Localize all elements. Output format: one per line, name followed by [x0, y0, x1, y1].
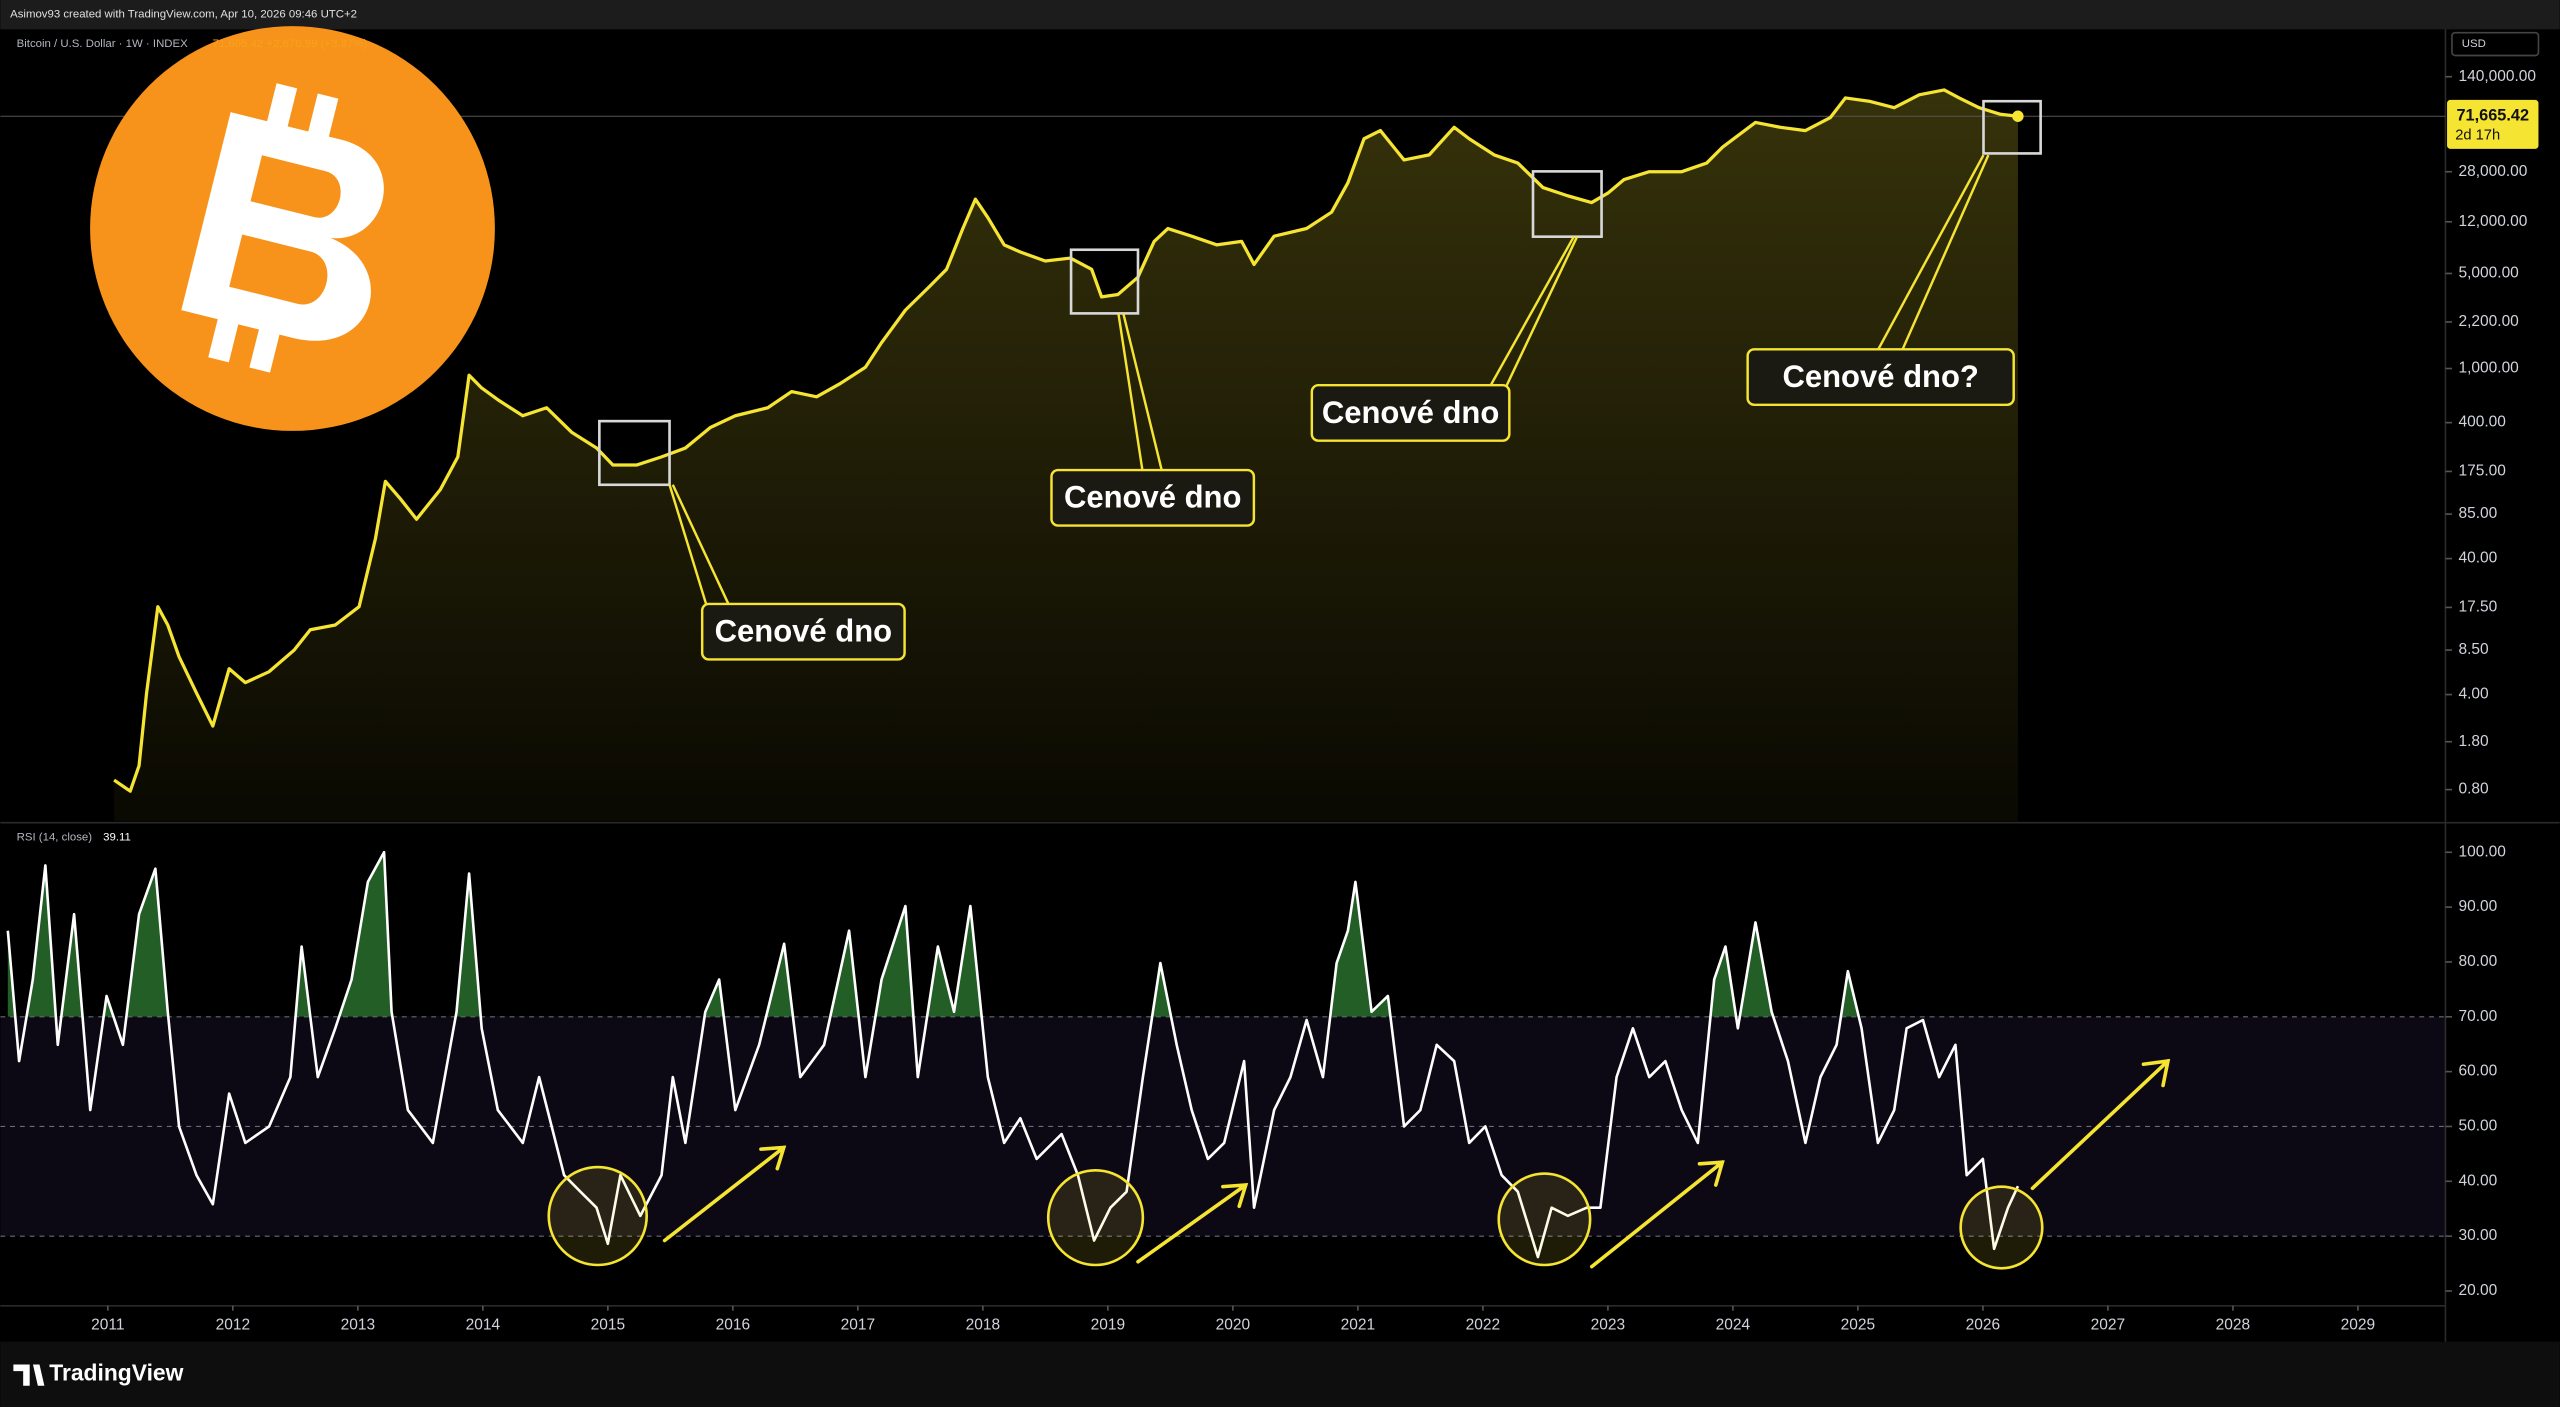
x-tick-label: 2016 [716, 1316, 750, 1333]
y-tick-label: 70.00 [2458, 1008, 2497, 1025]
x-tick-label: 2011 [91, 1316, 124, 1333]
y-tick-label: 8.50 [2458, 641, 2489, 658]
annotation-box [700, 602, 906, 661]
x-tick-label: 2015 [591, 1316, 625, 1333]
x-tick-label: 2026 [1966, 1316, 2000, 1333]
x-tick-label: 2012 [216, 1316, 250, 1333]
y-tick-label: 40.00 [2458, 1172, 2497, 1189]
y-tick-label: 5,000.00 [2458, 265, 2519, 282]
annotation: Cenové dno [715, 614, 892, 649]
annotation-box [1310, 383, 1511, 442]
countdown: 2d 17h [2455, 128, 2500, 144]
y-tick-label: 40.00 [2458, 550, 2497, 567]
x-tick-label: 2023 [1591, 1316, 1625, 1333]
symbol: Bitcoin / U.S. Dollar · 1W · INDEX [17, 38, 189, 50]
quote: 71,665.42 +2,670.99 (+3.87%) [213, 38, 368, 50]
x-tick-label: 2021 [1341, 1316, 1375, 1333]
y-tick-label: 50.00 [2458, 1118, 2497, 1135]
annotation: Cenové dno [1064, 480, 1241, 515]
price-line [113, 88, 2019, 793]
annotation: Cenové dno? [1782, 359, 1978, 394]
x-tick-label: 2018 [966, 1316, 1000, 1333]
x-tick-label: 2022 [1466, 1316, 1500, 1333]
y-tick-label: 100.00 [2458, 843, 2506, 860]
y-tick-label: 28,000.00 [2458, 163, 2527, 180]
y-tick-label: 90.00 [2458, 898, 2497, 915]
brand: TradingView [49, 1359, 183, 1385]
x-tick-label: 2020 [1216, 1316, 1251, 1333]
x-tick-label: 2013 [341, 1316, 375, 1333]
price-area [114, 89, 2018, 822]
last-price-dot [2012, 110, 2024, 122]
y-tick-label: 17.50 [2458, 599, 2497, 616]
annotation-box [1050, 468, 1256, 527]
bitcoin-glyph [181, 83, 384, 373]
x-tick-label: 2028 [2216, 1316, 2250, 1333]
credit: Asimov93 created with TradingView.com, A… [10, 9, 357, 21]
y-tick-label: 30.00 [2458, 1227, 2497, 1244]
x-tick-label: 2024 [1716, 1316, 1751, 1333]
x-tick-label: 2014 [466, 1316, 501, 1333]
bottom-bar [0, 1341, 2560, 1407]
currency-box [2451, 31, 2540, 57]
currency: USD [2462, 38, 2486, 50]
rsi-label: RSI (14, close) [17, 831, 93, 843]
y-tick-label: 140,000.00 [2458, 68, 2536, 85]
top-bar [0, 0, 2560, 30]
rsi-value: 39.11 [103, 831, 131, 843]
y-tick-label: 85.00 [2458, 505, 2497, 522]
y-tick-label: 1,000.00 [2458, 360, 2519, 377]
rsi-line [6, 850, 2020, 1259]
annotations [90, 26, 2171, 1270]
y-tick-label: 1.80 [2458, 733, 2489, 750]
y-tick-label: 60.00 [2458, 1063, 2497, 1080]
annotation: Cenové dno [1322, 395, 1499, 430]
x-tick-label: 2019 [1091, 1316, 1125, 1333]
annotation-box [1746, 348, 2015, 407]
y-tick-label: 400.00 [2458, 414, 2506, 431]
x-tick-label: 2025 [1841, 1316, 1875, 1333]
y-tick-label: 12,000.00 [2458, 213, 2527, 230]
last-price-label: 71,665.42 [2456, 107, 2529, 125]
y-tick-label: 80.00 [2458, 953, 2497, 970]
y-tick-label: 20.00 [2458, 1282, 2497, 1299]
y-tick-label: 175.00 [2458, 463, 2506, 480]
y-tick-label: 2,200.00 [2458, 313, 2519, 330]
x-tick-label: 2027 [2091, 1316, 2125, 1333]
last-price-box [2447, 99, 2539, 149]
y-tick-label: 0.80 [2458, 781, 2489, 798]
x-tick-label: 2029 [2341, 1316, 2375, 1333]
x-tick-label: 2017 [841, 1316, 875, 1333]
y-tick-label: 4.00 [2458, 686, 2489, 703]
